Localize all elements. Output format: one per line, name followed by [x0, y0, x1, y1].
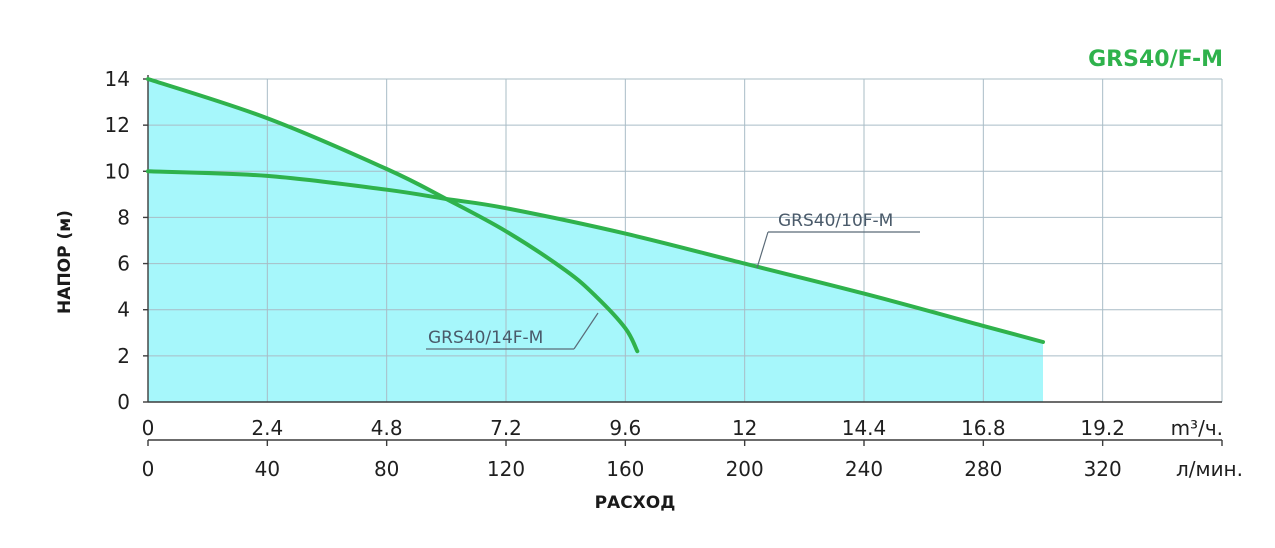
- leader-line: [756, 231, 769, 269]
- x-tick-label: 0: [142, 416, 155, 440]
- y-tick-label: 4: [117, 298, 130, 322]
- fill-area: [148, 79, 1043, 402]
- performance-area: [148, 79, 1043, 402]
- x-tick-label: 12: [732, 416, 757, 440]
- x-tick-label: 16.8: [961, 416, 1006, 440]
- x-unit-secondary: л/мин.: [1176, 457, 1243, 481]
- chart-title: GRS40/F-M: [1088, 47, 1223, 72]
- y-axis-title: НАПОР (м): [55, 210, 75, 314]
- y-tick-label: 2: [117, 344, 130, 368]
- grid: [148, 78, 1223, 402]
- series-label-grs40-14f-m: GRS40/14F-M: [428, 328, 543, 348]
- series-line-grs40-14f-m: [146, 77, 640, 354]
- y-tick-label: 14: [105, 67, 130, 91]
- y-tick-label: 6: [117, 252, 130, 276]
- x-tick-label: 7.2: [490, 416, 522, 440]
- x-tick-label: 14.4: [842, 416, 887, 440]
- x-unit-primary: m³/ч.: [1171, 416, 1223, 440]
- x-secondary-tick-label: 40: [255, 457, 280, 481]
- y-tick-label: 0: [117, 390, 130, 414]
- axes: [143, 75, 1223, 446]
- x-secondary-tick-label: 80: [374, 457, 399, 481]
- leader-line: [573, 312, 599, 350]
- x-secondary-tick-label: 0: [142, 457, 155, 481]
- curves: [146, 77, 1045, 354]
- x-secondary-tick-label: 280: [964, 457, 1002, 481]
- series-labels: GRS40/14F-M GRS40/10F-M: [426, 211, 920, 350]
- x-secondary-tick-label: 240: [845, 457, 883, 481]
- series-line-grs40-10f-m: [146, 169, 1045, 344]
- x-tick-label: 19.2: [1080, 416, 1125, 440]
- tick-labels: 0 2 4 6 8 10 12 14 0 2.4 4.8 7.2 9.6 12 14.4 16.8 19.2 0 4…: [105, 67, 1125, 481]
- x-secondary-tick-label: 120: [487, 457, 525, 481]
- x-secondary-tick-label: 160: [606, 457, 644, 481]
- x-secondary-tick-label: 320: [1084, 457, 1122, 481]
- x-tick-label: 2.4: [251, 416, 283, 440]
- y-tick-label: 8: [117, 205, 130, 229]
- x-axis-title: РАСХОД: [595, 493, 676, 513]
- x-tick-label: 9.6: [609, 416, 641, 440]
- y-tick-label: 12: [105, 113, 130, 137]
- series-label-grs40-10f-m: GRS40/10F-M: [778, 211, 893, 231]
- y-tick-label: 10: [105, 159, 130, 183]
- x-secondary-tick-label: 200: [726, 457, 764, 481]
- x-tick-label: 4.8: [371, 416, 403, 440]
